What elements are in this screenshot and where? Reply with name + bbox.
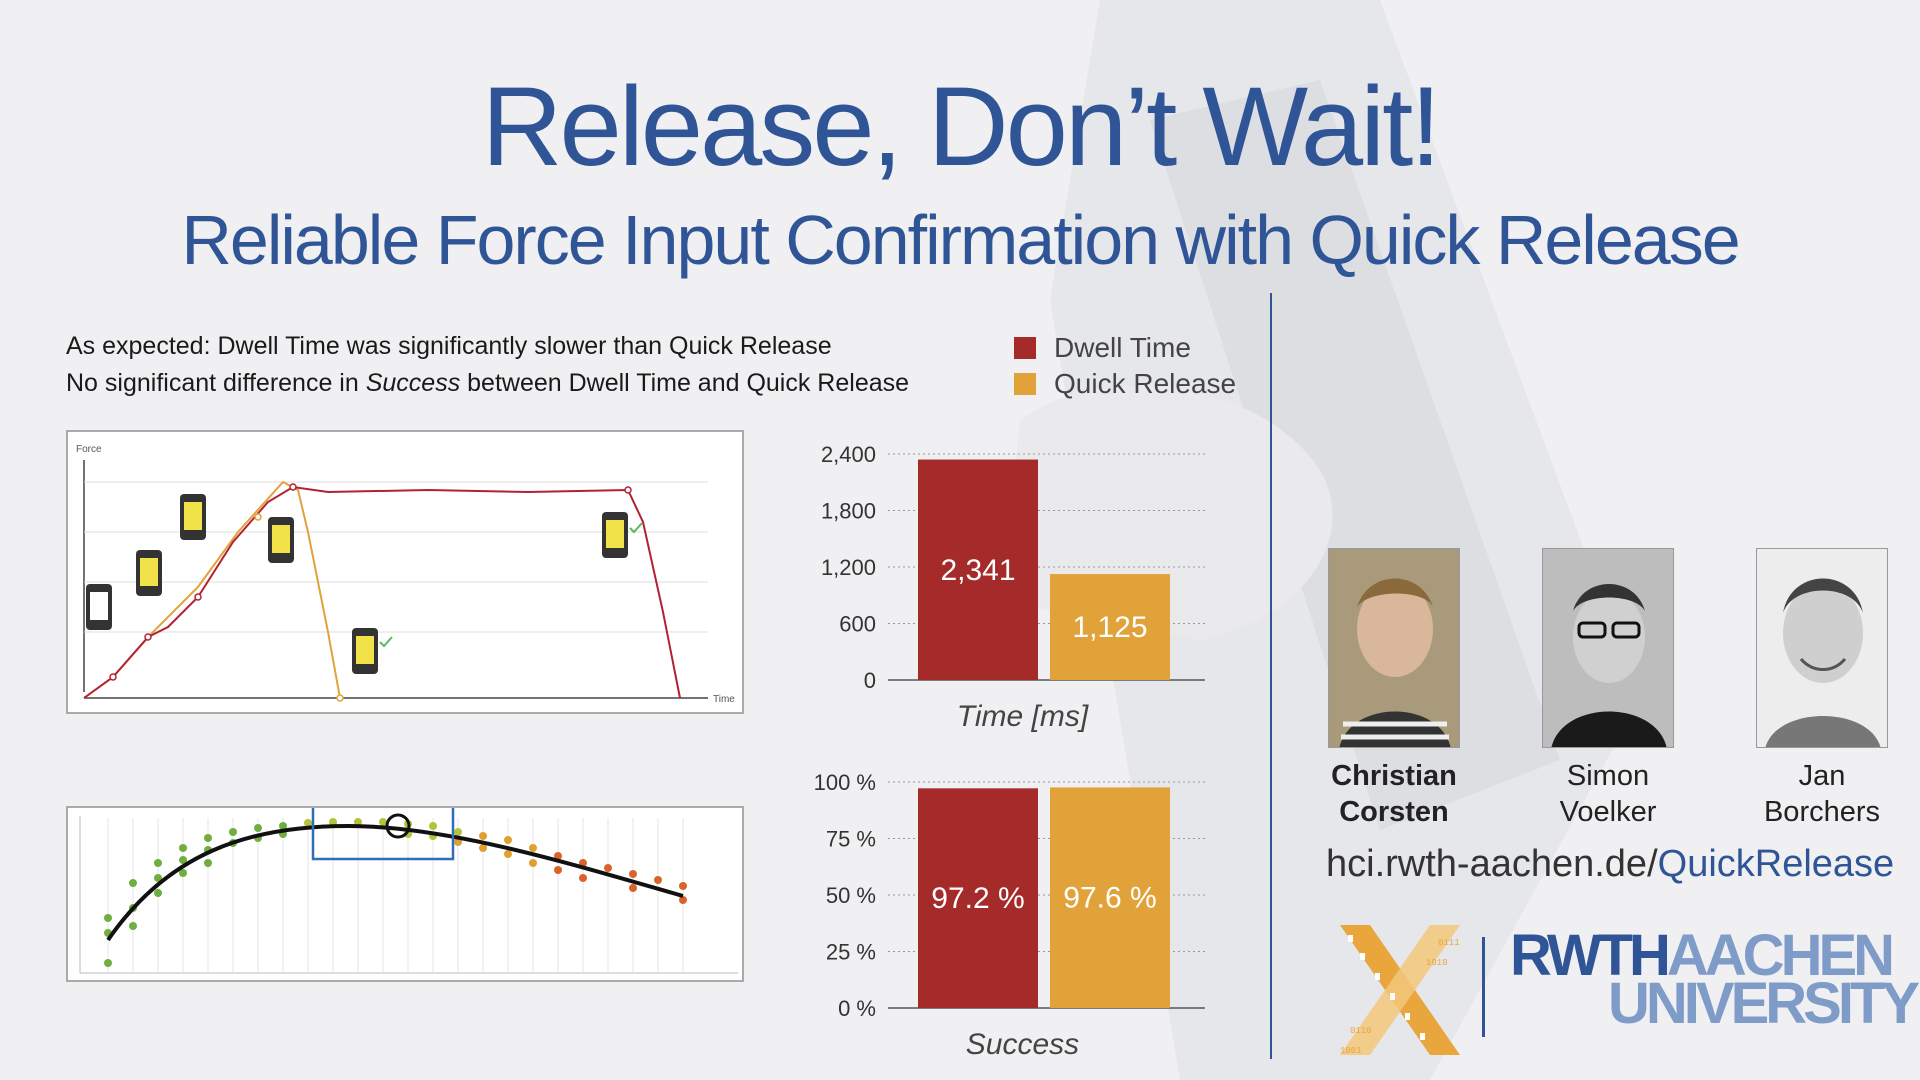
legend-item-dwell: Dwell Time: [1014, 330, 1236, 366]
legend-swatch-dwell: [1014, 337, 1036, 359]
time-chart-data-label: 2,341: [940, 554, 1015, 587]
author-last-name: Corsten: [1339, 796, 1449, 828]
author-christian-corsten: Christian Corsten: [1324, 548, 1464, 830]
finding-line-1: As expected: Dwell Time was significantl…: [66, 332, 832, 360]
timing-fit-figure: [79, 808, 738, 974]
optimum-marker: [385, 813, 411, 839]
author-last-name: Voelker: [1559, 796, 1657, 828]
author-first-name: Christian: [1331, 760, 1457, 792]
chart-legend: Dwell Time Quick Release: [1014, 330, 1236, 402]
success-chart-y-tick-label: 25 %: [826, 940, 876, 965]
time-axis-label: Time: [713, 694, 735, 705]
author-photo: [1542, 548, 1674, 748]
success-chart-bar-quick-release: [1050, 787, 1170, 1008]
time-bar-chart: 0 600 1,200 1,800 2,400 2,341 1,125 Time [ms]: [821, 442, 1205, 733]
force-axis-label: Force: [76, 444, 102, 455]
author-photo: [1756, 548, 1888, 748]
author-jan-borchers: Jan Borchers: [1752, 548, 1892, 830]
success-emphasis: Success: [365, 369, 461, 397]
svg-text:0110: 0110: [1350, 1026, 1372, 1036]
author-last-name: Borchers: [1763, 796, 1881, 828]
time-chart-y-tick-label: 2,400: [821, 442, 876, 467]
svg-text:0111: 0111: [1438, 938, 1460, 948]
success-chart-y-tick-label: 0 %: [838, 996, 876, 1021]
legend-item-quick: Quick Release: [1014, 366, 1236, 402]
time-chart-y-tick-label: 0: [864, 668, 876, 693]
author-photo: [1328, 548, 1460, 748]
optimum-highlight-box: [311, 808, 455, 861]
phone-illustration-icon: [86, 494, 643, 674]
success-chart-data-label: 97.6 %: [1063, 882, 1156, 915]
author-simon-voelker: Simon Voelker: [1538, 548, 1678, 830]
hci-x-logo-icon: 0111 1010 0110 1001: [1340, 925, 1460, 1056]
fit-curve: [106, 823, 684, 942]
author-first-name: Jan: [1798, 760, 1846, 792]
dwell-time-curve: [83, 485, 681, 699]
author-first-name: Simon: [1566, 760, 1650, 792]
svg-text:1010: 1010: [1426, 958, 1448, 968]
success-chart-y-tick-label: 50 %: [826, 883, 876, 908]
rwth-aachen-logo: RWTHAACHEN UNIVERSITY: [1510, 923, 1920, 1036]
success-chart-bar-dwell-time: [918, 788, 1038, 1008]
time-chart-y-tick-label: 1,200: [821, 555, 876, 580]
time-chart-x-axis-label: Time [ms]: [957, 700, 1089, 733]
timing-fit-illustration: [66, 806, 744, 982]
column-divider: [1270, 293, 1272, 1059]
force-time-figure: Force Time: [76, 444, 735, 705]
success-bar-chart: 0 % 25 % 50 % 75 % 100 % 97.2 % 97.6 % Success: [814, 770, 1205, 1061]
success-chart-data-label: 97.2 %: [931, 882, 1024, 915]
time-chart-bar-dwell-time: [918, 459, 1038, 680]
project-url-link[interactable]: hci.rwth-aachen.de/QuickRelease: [1326, 843, 1895, 885]
success-chart-x-axis-label: Success: [966, 1028, 1079, 1061]
time-chart-y-tick-label: 600: [839, 612, 876, 637]
main-title: Release, Don’t Wait!: [481, 64, 1442, 189]
logo-separator: [1482, 937, 1485, 1037]
time-chart-bar-quick-release: [1050, 574, 1170, 680]
finding-line-2: No significant difference in Success bet…: [66, 369, 910, 397]
success-chart-y-tick-label: 75 %: [826, 827, 876, 852]
time-chart-data-label: 1,125: [1072, 611, 1147, 644]
svg-text:1001: 1001: [1340, 1046, 1362, 1056]
success-chart-y-tick-label: 100 %: [814, 770, 876, 795]
time-chart-y-tick-label: 1,800: [821, 499, 876, 524]
legend-swatch-quick: [1014, 373, 1036, 395]
subtitle: Reliable Force Input Confirmation with Q…: [181, 201, 1740, 279]
force-time-illustration: Force Time: [66, 430, 744, 714]
